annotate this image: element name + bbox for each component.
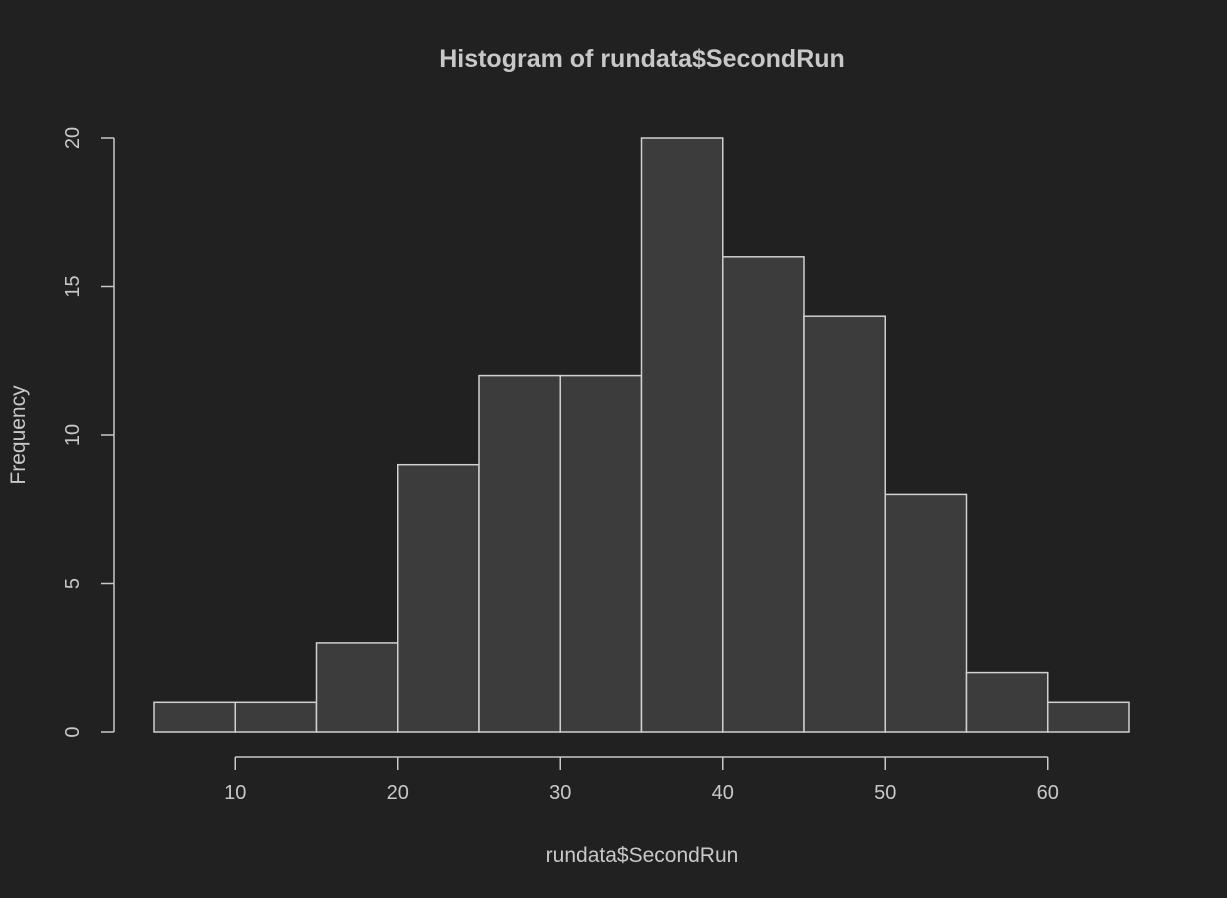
histogram-bar-5-10 bbox=[153, 701, 236, 733]
histogram-bar-45-50 bbox=[803, 315, 886, 733]
y-tick-label: 5 bbox=[62, 578, 84, 589]
y-tick-label: 10 bbox=[62, 424, 84, 446]
y-tick-label: 20 bbox=[62, 127, 84, 149]
y-tick-label: 0 bbox=[62, 726, 84, 737]
histogram-bar-55-60 bbox=[965, 671, 1049, 733]
chart-title: Histogram of rundata$SecondRun bbox=[439, 45, 845, 73]
histogram-bar-25-30 bbox=[478, 374, 561, 733]
histogram-bar-30-35 bbox=[559, 374, 643, 733]
histogram-bar-15-20 bbox=[315, 642, 399, 733]
histogram-bar-50-55 bbox=[884, 493, 968, 733]
histogram-bar-10-15 bbox=[234, 701, 318, 733]
x-axis: 10 20 30 40 50 60 bbox=[224, 756, 1059, 804]
y-axis-label: Frequency bbox=[7, 385, 30, 485]
x-tick-label: 50 bbox=[874, 782, 896, 804]
y-axis: 0 5 10 15 20 bbox=[62, 127, 115, 738]
x-tick-label: 10 bbox=[224, 782, 246, 804]
x-tick-label: 30 bbox=[549, 782, 571, 804]
histogram-bars bbox=[153, 137, 1130, 733]
x-tick-label: 40 bbox=[712, 782, 734, 804]
histogram-bar-20-25 bbox=[397, 463, 480, 733]
histogram-bar-40-45 bbox=[722, 256, 805, 733]
x-tick-label: 60 bbox=[1037, 782, 1059, 804]
histogram-bar-35-40 bbox=[640, 137, 724, 733]
x-axis-label: rundata$SecondRun bbox=[546, 844, 739, 867]
histogram-bar-60-65 bbox=[1047, 701, 1130, 733]
x-tick-label: 20 bbox=[387, 782, 409, 804]
y-tick-label: 15 bbox=[62, 275, 84, 297]
